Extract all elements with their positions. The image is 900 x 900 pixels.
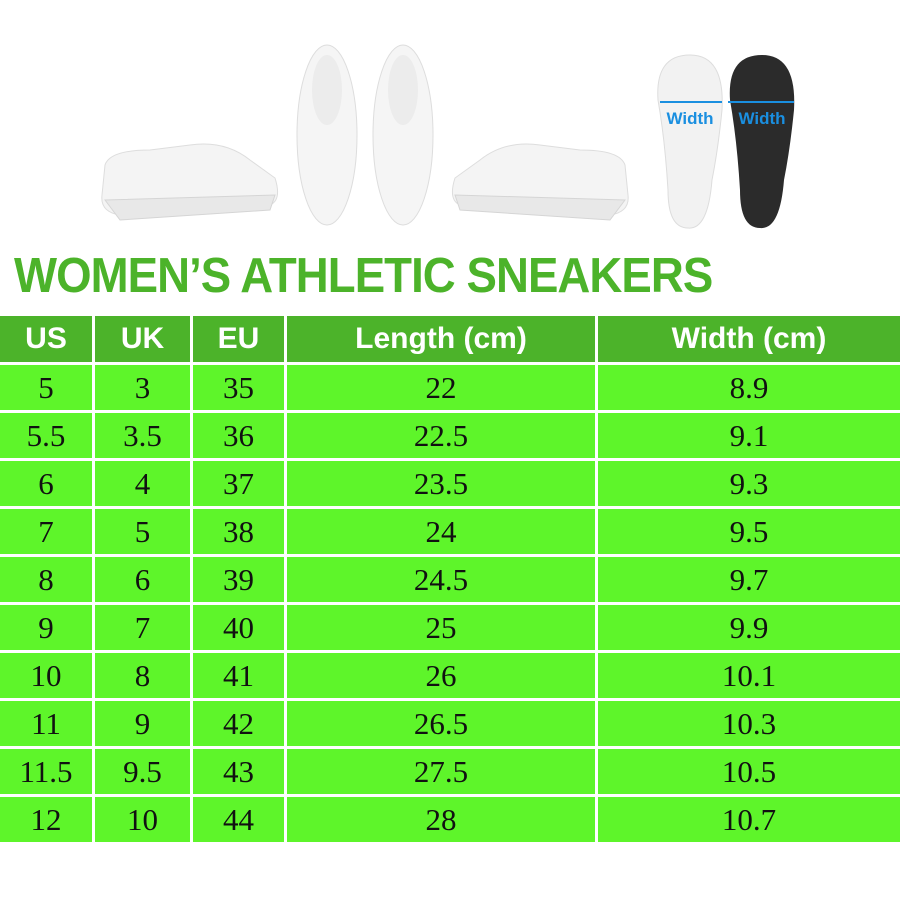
cell-us: 11 <box>0 701 92 746</box>
table-row: 9 7 40 25 9.9 <box>0 605 900 650</box>
cell-eu: 44 <box>193 797 284 842</box>
sneaker-side-left-image <box>101 143 279 221</box>
cell-width: 10.7 <box>598 797 900 842</box>
cell-eu: 35 <box>193 365 284 410</box>
cell-us: 5 <box>0 365 92 410</box>
cell-us: 7 <box>0 509 92 554</box>
cell-us: 10 <box>0 653 92 698</box>
cell-us: 12 <box>0 797 92 842</box>
table-header-row: US UK EU Length (cm) Width (cm) <box>0 316 900 362</box>
sneaker-top-right-image <box>372 44 434 226</box>
size-chart-table: US UK EU Length (cm) Width (cm) 5 3 35 22 8.… <box>0 313 900 845</box>
table-row: 11.5 9.5 43 27.5 10.5 <box>0 749 900 794</box>
cell-eu: 42 <box>193 701 284 746</box>
cell-width: 10.1 <box>598 653 900 698</box>
cell-length: 22 <box>287 365 595 410</box>
table-row: 8 6 39 24.5 9.7 <box>0 557 900 602</box>
cell-eu: 36 <box>193 413 284 458</box>
cell-eu: 40 <box>193 605 284 650</box>
cell-uk: 6 <box>95 557 190 602</box>
column-header-us: US <box>0 316 92 362</box>
table-row: 5.5 3.5 36 22.5 9.1 <box>0 413 900 458</box>
sneaker-top-left-image <box>296 44 358 226</box>
cell-us: 11.5 <box>0 749 92 794</box>
cell-length: 24.5 <box>287 557 595 602</box>
cell-eu: 37 <box>193 461 284 506</box>
table-row: 10 8 41 26 10.1 <box>0 653 900 698</box>
width-label: Width <box>666 109 713 128</box>
cell-uk: 9 <box>95 701 190 746</box>
cell-length: 27.5 <box>287 749 595 794</box>
width-label: Width <box>738 109 785 128</box>
column-header-eu: EU <box>193 316 284 362</box>
sole-white-image: Width <box>657 54 723 229</box>
sole-black-image: Width <box>728 55 795 229</box>
cell-uk: 8 <box>95 653 190 698</box>
cell-eu: 39 <box>193 557 284 602</box>
cell-width: 9.3 <box>598 461 900 506</box>
cell-eu: 43 <box>193 749 284 794</box>
cell-length: 26 <box>287 653 595 698</box>
cell-uk: 5 <box>95 509 190 554</box>
product-images: Width Width <box>101 44 795 229</box>
table-row: 5 3 35 22 8.9 <box>0 365 900 410</box>
cell-us: 8 <box>0 557 92 602</box>
column-header-width: Width (cm) <box>598 316 900 362</box>
cell-width: 9.7 <box>598 557 900 602</box>
cell-length: 25 <box>287 605 595 650</box>
table-row: 12 10 44 28 10.7 <box>0 797 900 842</box>
cell-width: 9.1 <box>598 413 900 458</box>
cell-length: 28 <box>287 797 595 842</box>
sneaker-side-right-image <box>451 143 629 221</box>
cell-eu: 38 <box>193 509 284 554</box>
cell-length: 24 <box>287 509 595 554</box>
cell-us: 5.5 <box>0 413 92 458</box>
cell-us: 6 <box>0 461 92 506</box>
column-header-length: Length (cm) <box>287 316 595 362</box>
cell-width: 9.9 <box>598 605 900 650</box>
cell-length: 26.5 <box>287 701 595 746</box>
cell-width: 10.5 <box>598 749 900 794</box>
cell-uk: 4 <box>95 461 190 506</box>
cell-eu: 41 <box>193 653 284 698</box>
cell-length: 23.5 <box>287 461 595 506</box>
cell-uk: 10 <box>95 797 190 842</box>
cell-length: 22.5 <box>287 413 595 458</box>
table-row: 11 9 42 26.5 10.3 <box>0 701 900 746</box>
cell-uk: 9.5 <box>95 749 190 794</box>
cell-width: 10.3 <box>598 701 900 746</box>
cell-width: 8.9 <box>598 365 900 410</box>
cell-us: 9 <box>0 605 92 650</box>
cell-uk: 7 <box>95 605 190 650</box>
cell-width: 9.5 <box>598 509 900 554</box>
table-row: 6 4 37 23.5 9.3 <box>0 461 900 506</box>
column-header-uk: UK <box>95 316 190 362</box>
cell-uk: 3 <box>95 365 190 410</box>
page-title: WOMEN’S ATHLETIC SNEAKERS <box>14 249 713 303</box>
table-row: 7 5 38 24 9.5 <box>0 509 900 554</box>
cell-uk: 3.5 <box>95 413 190 458</box>
